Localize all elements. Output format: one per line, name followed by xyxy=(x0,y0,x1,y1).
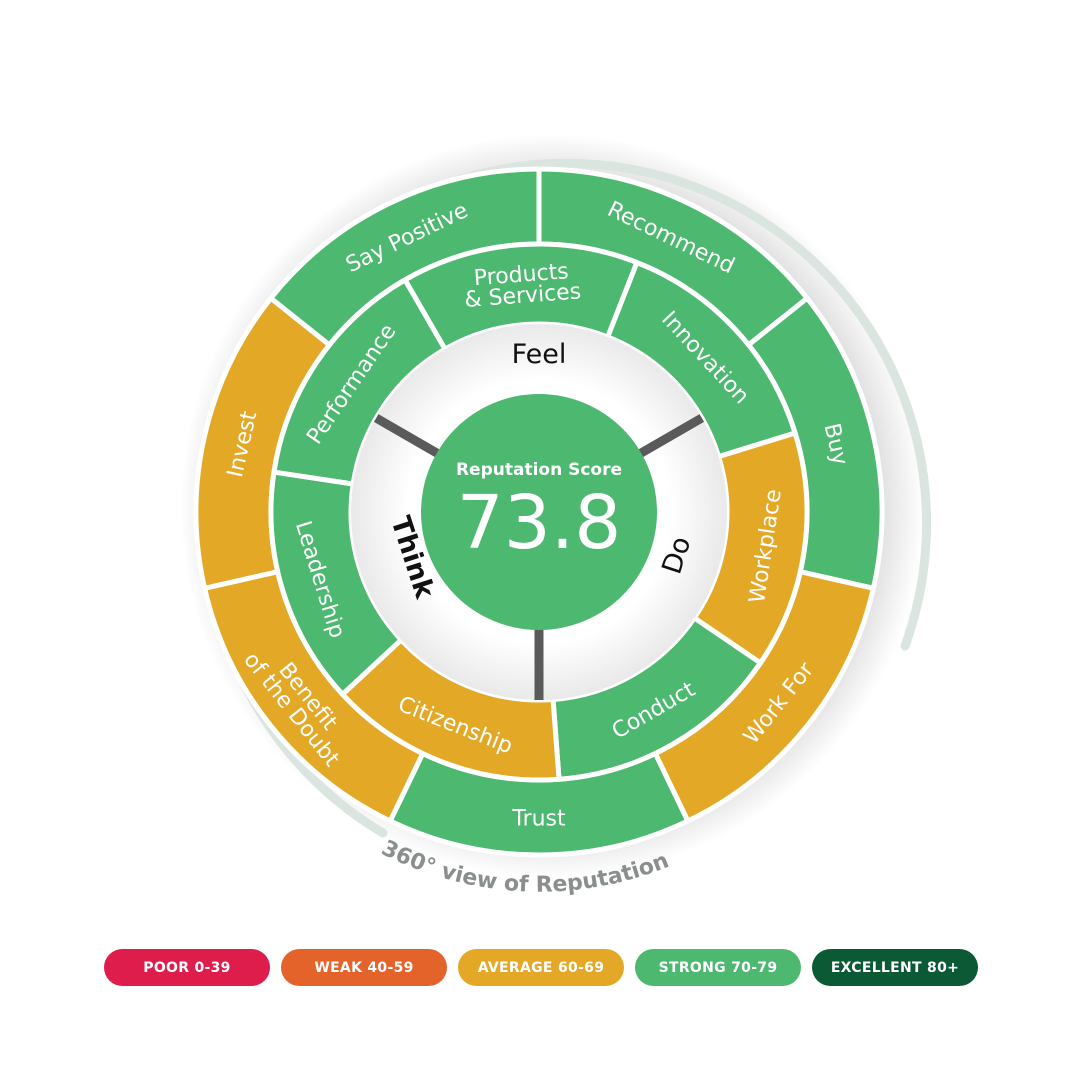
rating-legend: POOR 0-39 WEAK 40-59 AVERAGE 60-69 STRON… xyxy=(104,949,978,986)
legend-average: AVERAGE 60-69 xyxy=(458,949,624,986)
outer-ring-label-trust: Trust xyxy=(511,807,566,832)
score-title: Reputation Score xyxy=(456,460,622,480)
middle-ring-label-products-services: Products& Services xyxy=(462,258,582,313)
score-value: 73.8 xyxy=(457,480,622,566)
legend-strong: STRONG 70-79 xyxy=(635,949,801,986)
middle-ring: Products& ServicesInnovationWorkplaceCon… xyxy=(268,241,810,783)
legend-excellent: EXCELLENT 80+ xyxy=(812,949,978,986)
legend-weak: WEAK 40-59 xyxy=(281,949,447,986)
score-circle xyxy=(421,394,657,630)
legend-poor: POOR 0-39 xyxy=(104,949,270,986)
dimension-label-feel: Feel xyxy=(512,339,567,370)
